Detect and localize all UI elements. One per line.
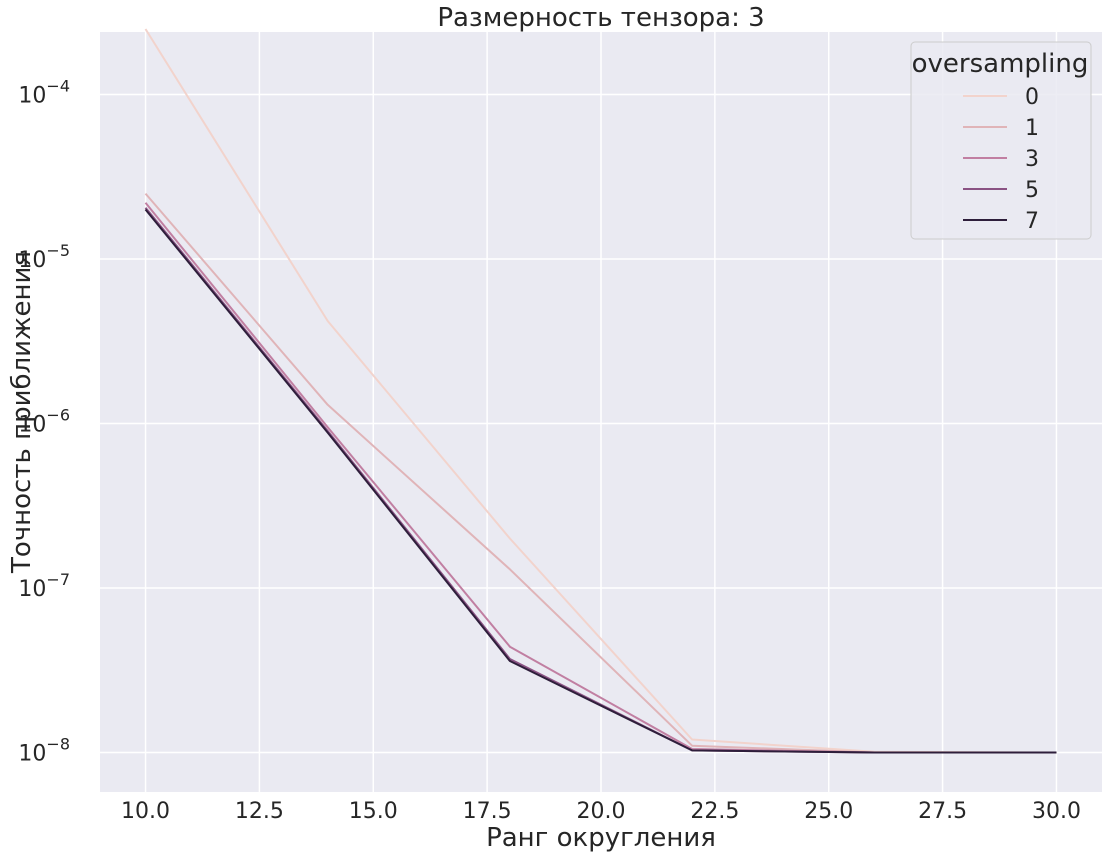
legend-label-0: 0: [1025, 85, 1039, 110]
x-tick-label: 20.0: [577, 799, 626, 824]
x-tick-label: 15.0: [349, 799, 398, 824]
x-tick-label: 10.0: [121, 799, 170, 824]
legend-label-7: 7: [1025, 209, 1039, 234]
y-tick-labels: 10−8 10−7 10−6 10−5 10−4: [18, 77, 70, 767]
legend-label-3: 3: [1025, 147, 1039, 172]
x-tick-label: 27.5: [918, 799, 967, 824]
y-tick-label: 10−8: [18, 735, 70, 767]
legend-label-5: 5: [1025, 178, 1039, 203]
x-tick-label: 30.0: [1032, 799, 1081, 824]
y-tick-label: 10−5: [18, 241, 70, 273]
x-tick-label: 12.5: [235, 799, 284, 824]
legend-label-1: 1: [1025, 116, 1039, 141]
x-tick-labels: 10.0 12.5 15.0 17.5 20.0 22.5 25.0 27.5 30.0: [121, 799, 1081, 824]
y-tick-label: 10−4: [18, 77, 70, 109]
legend: oversampling 0 1 3 5 7: [910, 41, 1092, 240]
y-tick-label: 10−6: [18, 406, 70, 438]
y-axis-title: Точность приближения: [7, 251, 37, 574]
legend-entries: 0 1 3 5 7: [963, 85, 1039, 234]
series-line-7: [144, 208, 1057, 754]
x-axis-title: Ранг округления: [486, 823, 716, 853]
series-lines: [144, 28, 1057, 754]
x-tick-label: 17.5: [463, 799, 512, 824]
y-tick-label: 10−7: [18, 570, 70, 602]
legend-box: [910, 41, 1092, 240]
x-tick-label: 25.0: [804, 799, 853, 824]
chart-title: Размерность тензора: 3: [437, 3, 764, 33]
legend-title: oversampling: [912, 49, 1089, 79]
x-tick-label: 22.5: [690, 799, 739, 824]
